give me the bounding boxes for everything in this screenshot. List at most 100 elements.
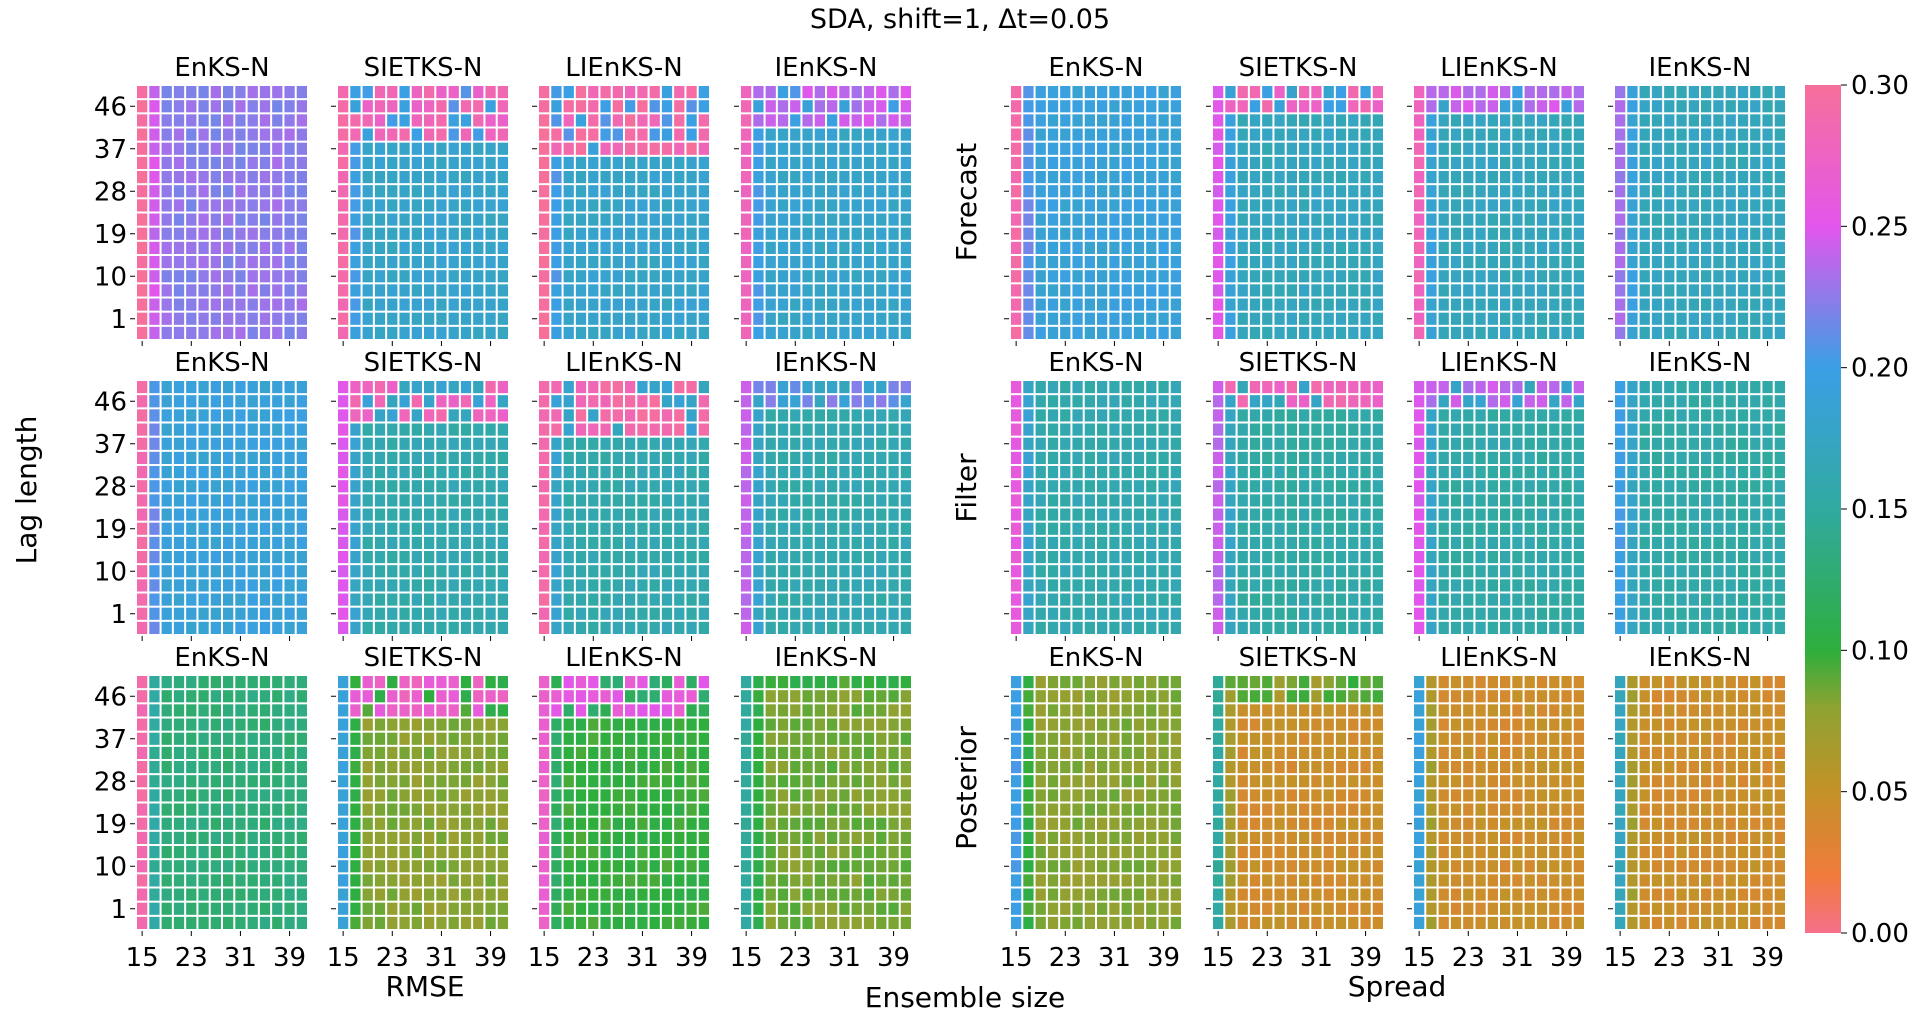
heatmap-cell <box>539 199 550 212</box>
heatmap-cell <box>1725 466 1736 479</box>
heatmap-cell <box>149 395 160 408</box>
heatmap-cell <box>497 690 508 703</box>
heatmap-cell <box>1737 241 1749 254</box>
heatmap-cell <box>1109 270 1120 283</box>
heatmap-cell <box>284 395 295 408</box>
heatmap-cell <box>1311 312 1322 325</box>
heatmap-cell <box>539 732 550 745</box>
heatmap-cell <box>1249 298 1261 311</box>
heatmap-cell <box>1426 326 1437 339</box>
heatmap-cell <box>588 86 599 99</box>
heatmap-cell <box>741 579 752 592</box>
y-tick-label: 19 <box>94 515 127 545</box>
heatmap-cell <box>1725 326 1736 339</box>
heatmap-cell <box>1651 100 1663 113</box>
heatmap-cell <box>637 676 648 689</box>
heatmap-cell <box>698 312 709 325</box>
heatmap-cell <box>1463 270 1474 283</box>
heatmap-cell <box>485 171 496 184</box>
heatmap-cell <box>1237 437 1248 450</box>
heatmap-cell <box>284 128 295 141</box>
heatmap-cell <box>1750 409 1761 422</box>
heatmap-cell <box>1299 593 1310 606</box>
heatmap-cell <box>802 423 813 436</box>
heatmap-cell <box>698 565 709 578</box>
heatmap-cell <box>1035 508 1046 521</box>
heatmap-cell <box>661 381 673 394</box>
heatmap-cell <box>863 480 875 493</box>
heatmap-cell <box>661 199 673 212</box>
heatmap-cell <box>362 100 373 113</box>
heatmap-cell <box>424 142 435 155</box>
heatmap-cell <box>485 902 496 915</box>
heatmap-cell <box>137 817 148 830</box>
heatmap-cell <box>1109 409 1120 422</box>
heatmap-cell <box>186 846 197 859</box>
heatmap-cell <box>686 284 697 297</box>
heatmap-cell <box>1651 227 1663 240</box>
heatmap-cell <box>374 213 386 226</box>
heatmap-cell <box>600 409 611 422</box>
heatmap-cell <box>350 395 361 408</box>
heatmap-cell <box>625 551 636 564</box>
heatmap-cell <box>374 888 386 901</box>
heatmap-cell <box>161 718 172 731</box>
heatmap-cell <box>1213 241 1224 254</box>
heatmap-cell <box>588 508 599 521</box>
heatmap-cell <box>497 171 508 184</box>
heatmap-cell <box>411 480 422 493</box>
heatmap-cell <box>686 775 697 788</box>
heatmap-cell <box>1561 451 1572 464</box>
heatmap-cell <box>1060 621 1071 634</box>
heatmap-cell <box>1348 621 1359 634</box>
heatmap-cell <box>1487 593 1498 606</box>
heatmap-cell <box>411 746 422 759</box>
heatmap-cell <box>698 607 709 620</box>
panel-background <box>1412 379 1586 636</box>
heatmap-cell <box>399 437 410 450</box>
heatmap-cell <box>1500 86 1511 99</box>
heatmap-cell <box>436 256 447 269</box>
heatmap-cell <box>411 395 422 408</box>
heatmap-cell <box>1573 213 1584 226</box>
heatmap-cell <box>259 114 271 127</box>
heatmap-cell <box>1524 508 1535 521</box>
heatmap-cell <box>686 185 697 198</box>
heatmap-cell <box>1725 256 1736 269</box>
heatmap-cell <box>1237 480 1248 493</box>
heatmap-cell <box>350 761 361 774</box>
heatmap-cell <box>1615 114 1626 127</box>
heatmap-cell <box>1426 227 1437 240</box>
heatmap-cell <box>1035 256 1046 269</box>
heatmap-cell <box>1323 199 1334 212</box>
heatmap-cell <box>436 565 447 578</box>
heatmap-cell <box>235 746 246 759</box>
heatmap-cell <box>765 508 776 521</box>
heatmap-cell <box>1237 508 1248 521</box>
heatmap-cell <box>1438 199 1449 212</box>
heatmap-cell <box>1639 227 1650 240</box>
heatmap-cell <box>350 860 361 873</box>
heatmap-cell <box>575 508 587 521</box>
heatmap-cell <box>839 579 850 592</box>
heatmap-cell <box>210 536 221 549</box>
heatmap-cell <box>149 775 160 788</box>
heatmap-cell <box>284 746 295 759</box>
heatmap-cell <box>149 902 160 915</box>
heatmap-cell <box>1737 86 1749 99</box>
heatmap-cell <box>563 508 574 521</box>
heatmap-cell <box>272 480 283 493</box>
heatmap-cell <box>161 451 172 464</box>
heatmap-cell <box>888 171 899 184</box>
heatmap-cell <box>1664 621 1675 634</box>
heatmap-cell <box>698 284 709 297</box>
heatmap-cell <box>1487 551 1498 564</box>
heatmap-cell <box>411 142 422 155</box>
heatmap-cell <box>637 156 648 169</box>
heatmap-cell <box>1146 494 1157 507</box>
heatmap-cell <box>399 86 410 99</box>
heatmap-cell <box>424 171 435 184</box>
heatmap-cell <box>387 156 398 169</box>
heatmap-cell <box>1536 100 1548 113</box>
heatmap-cell <box>1348 551 1359 564</box>
